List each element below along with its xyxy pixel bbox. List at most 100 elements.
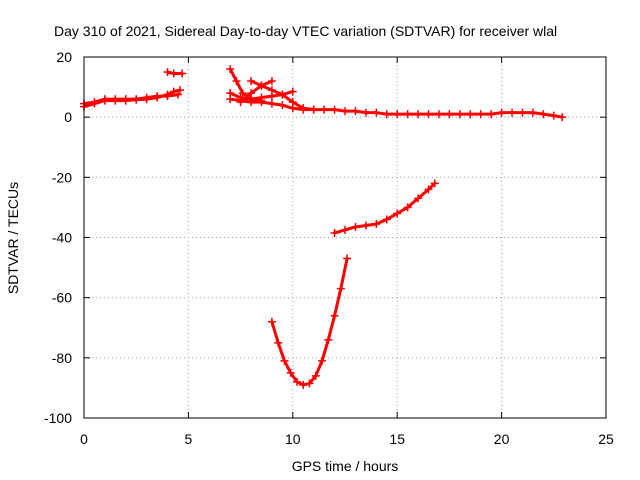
data-point [169,69,178,78]
x-tick-label: 0 [80,431,88,447]
data-point [247,89,256,98]
data-point [341,225,349,234]
data-point [236,98,245,107]
data-point [90,98,99,107]
data-point [372,108,381,117]
y-tick-label: -100 [44,410,72,426]
data-point [403,110,412,119]
data-point [430,179,439,188]
data-point [393,110,402,119]
data-point [142,93,151,102]
data-point [247,77,256,86]
data-point [424,185,433,194]
data-point [341,107,349,116]
data-point [267,86,276,95]
data-point [311,371,320,380]
data-point [267,77,276,86]
data-point [318,356,327,365]
data-point [424,110,433,119]
data-point [176,86,185,95]
data-point [372,219,381,228]
data-point [330,311,339,320]
chart-title: Day 310 of 2021, Sidereal Day-to-day VTE… [54,23,557,39]
data-point [361,221,370,230]
x-tick-label: 5 [185,431,193,447]
data-point [539,110,548,119]
y-tick-label: 0 [64,109,72,125]
data-point [173,90,182,99]
axis-ticks: 0 5 10 15 20 25 -100 -80 -60 -40 -20 0 20 [44,49,614,447]
y-tick-label: -60 [52,290,72,306]
data-point [508,108,517,117]
series-line [333,181,437,235]
data-point [414,110,423,119]
data-point [111,95,120,104]
y-tick-label: -40 [52,230,72,246]
data-point [361,108,370,117]
y-tick-label: -80 [52,350,72,366]
x-tick-label: 10 [285,431,301,447]
data-point [320,105,329,114]
data-point [267,317,276,326]
data-point [278,101,287,110]
data-point [280,356,289,365]
x-axis-label: GPS time / hours [292,458,399,474]
data-point [487,110,496,119]
data-point [257,93,266,102]
data-point [132,95,141,104]
series-line [270,257,349,387]
data-point [292,377,301,386]
data-point [434,110,443,119]
y-tick-label: -20 [52,169,72,185]
data-point [445,110,454,119]
data-point [100,95,109,104]
data-point [305,379,314,388]
data-point [336,284,345,293]
data-point [274,338,283,347]
series-line [239,79,274,104]
data-point [414,194,423,203]
data-point [278,90,287,99]
data-point [178,69,187,78]
data-series [80,65,567,389]
data-point [121,95,130,104]
y-tick-label: 20 [56,49,72,65]
data-point [286,368,295,377]
data-point [351,107,360,116]
data-point [226,65,235,74]
data-point [558,113,567,122]
data-point [351,222,360,231]
data-point [549,111,558,120]
data-point [528,108,537,117]
series-line [82,93,180,106]
x-tick-label: 25 [598,431,614,447]
data-point [257,81,266,90]
data-point [343,254,352,263]
data-point [288,87,297,96]
data-point [163,68,172,77]
data-point [393,209,402,218]
data-point [476,110,485,119]
data-point [330,105,339,114]
data-point [382,110,391,119]
data-point [288,98,297,107]
data-point [497,108,506,117]
x-tick-label: 20 [494,431,510,447]
data-point [299,380,308,389]
y-axis-label: SDTVAR / TECUs [5,182,21,294]
data-point [330,228,339,237]
data-point [403,203,412,212]
data-point [299,104,308,113]
data-point [163,92,172,101]
data-point [232,77,241,86]
data-point [455,110,464,119]
data-point [382,215,391,224]
x-tick-label: 15 [389,431,405,447]
data-point [226,89,235,98]
data-point [153,92,162,101]
data-point [267,99,276,108]
data-point [309,105,318,114]
data-point [324,335,333,344]
data-point [466,110,475,119]
